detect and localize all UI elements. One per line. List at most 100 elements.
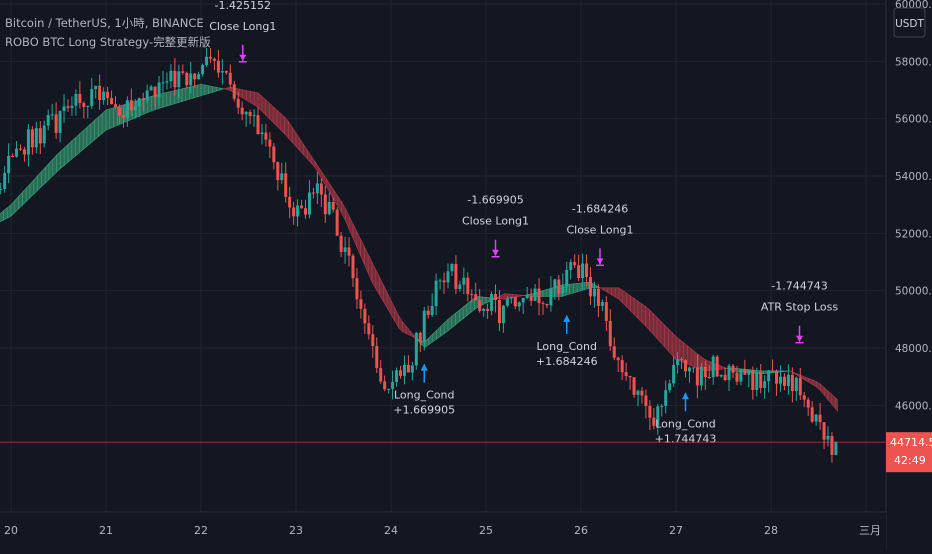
candle-body <box>621 360 624 372</box>
candle-body <box>352 256 355 278</box>
candle-body <box>510 297 513 299</box>
candle-body <box>90 89 93 106</box>
ma-band-segment <box>687 346 691 366</box>
candle-body <box>542 303 545 304</box>
y-tick-label: 52000.00 <box>895 228 932 240</box>
strategy-title[interactable]: ROBO BTC Long Strategy-完整更新版 <box>5 33 211 52</box>
candle-body <box>601 302 604 306</box>
candle-body <box>739 369 742 381</box>
symbol-title[interactable]: Bitcoin / TetherUS, 1小時, BINANCE <box>5 14 211 33</box>
candle-body <box>348 247 351 255</box>
ma-band-segment <box>106 109 110 130</box>
y-tick-label: 54000.00 <box>895 171 932 183</box>
candle-body <box>514 297 517 306</box>
candle-body <box>288 197 291 208</box>
candle-body <box>209 57 212 59</box>
candle[interactable] <box>415 332 418 370</box>
candle-body <box>249 112 252 116</box>
ma-band-segment <box>87 124 91 146</box>
candle-body <box>7 156 10 173</box>
x-tick-label: 三月 <box>859 524 881 537</box>
candle-body <box>363 309 366 323</box>
candle-body <box>300 206 303 209</box>
last-price-label[interactable]: 44714.5042:49 <box>886 432 932 472</box>
candle-body <box>617 358 620 360</box>
candle-body <box>387 389 390 390</box>
x-tick-label: 25 <box>479 524 493 537</box>
candle-body <box>447 271 450 282</box>
candle-body <box>233 84 236 98</box>
trade-label: -1.684246 <box>572 202 628 215</box>
candle-body <box>260 133 263 134</box>
trade-label: +1.669905 <box>393 404 455 417</box>
ma-band-segment <box>95 117 99 140</box>
ma-band-segment <box>201 84 205 95</box>
time-axis-background <box>0 512 886 550</box>
candle-body <box>142 98 145 100</box>
ma-band-segment <box>182 88 186 102</box>
ma-band-segment <box>668 329 672 355</box>
candle-body <box>799 378 802 396</box>
candle-body <box>328 202 331 214</box>
currency-button[interactable]: USDT <box>894 8 925 37</box>
candle-body <box>59 111 62 133</box>
candle-body <box>383 381 386 389</box>
candle-body <box>577 265 580 278</box>
ma-band-segment <box>72 138 76 159</box>
candle-body <box>585 264 588 277</box>
candle-body <box>367 323 370 334</box>
candle-body <box>332 202 335 210</box>
ma-band-segment <box>60 148 64 169</box>
candle-body <box>47 115 50 125</box>
candle-body <box>609 321 612 346</box>
ma-band-segment <box>57 151 61 172</box>
ma-band-segment <box>205 85 209 95</box>
candle-body <box>783 377 786 386</box>
y-tick-label: 48000.00 <box>895 343 932 355</box>
candle-body <box>3 173 6 189</box>
price-scale[interactable]: 46000.0048000.0050000.0052000.0054000.00… <box>886 0 932 550</box>
candle-body <box>181 71 184 73</box>
x-tick-label: 28 <box>764 524 778 537</box>
candle-body <box>150 87 153 91</box>
candle-body <box>11 156 14 157</box>
candle[interactable] <box>633 377 636 398</box>
candle-body <box>419 333 422 342</box>
candle-body <box>312 192 315 193</box>
trade-label: ATR Stop Loss <box>761 301 838 314</box>
candle-body <box>308 192 311 214</box>
candle-body <box>767 370 770 381</box>
candle-body <box>581 264 584 279</box>
trade-label: -1.669905 <box>467 194 523 207</box>
candle-body <box>466 278 469 294</box>
candle-body <box>221 71 224 72</box>
candle[interactable] <box>716 355 719 377</box>
ma-band-segment <box>649 310 653 334</box>
candle-body <box>399 370 402 376</box>
x-tick-label: 27 <box>669 524 683 537</box>
candle-body <box>565 270 568 286</box>
candle-body <box>193 73 196 79</box>
candle[interactable] <box>834 441 837 455</box>
ma-band-segment <box>98 114 102 137</box>
trade-label: Close Long1 <box>462 215 529 228</box>
candle-body <box>545 304 548 305</box>
candle[interactable] <box>336 207 339 235</box>
y-tick-label: 50000.00 <box>895 286 932 298</box>
ma-band-segment <box>64 144 68 165</box>
candle-body <box>637 391 640 395</box>
ma-band-segment <box>642 304 646 326</box>
candle-body <box>811 407 814 421</box>
candle-body <box>94 86 97 89</box>
candle-body <box>74 94 77 106</box>
candle-body <box>648 406 651 418</box>
ma-band-segment <box>250 91 254 105</box>
candle-body <box>225 71 228 73</box>
candle-body <box>130 100 133 110</box>
trade-label: Long_Cond <box>655 417 715 430</box>
candle-body <box>819 415 822 423</box>
ma-band-segment <box>672 333 676 360</box>
